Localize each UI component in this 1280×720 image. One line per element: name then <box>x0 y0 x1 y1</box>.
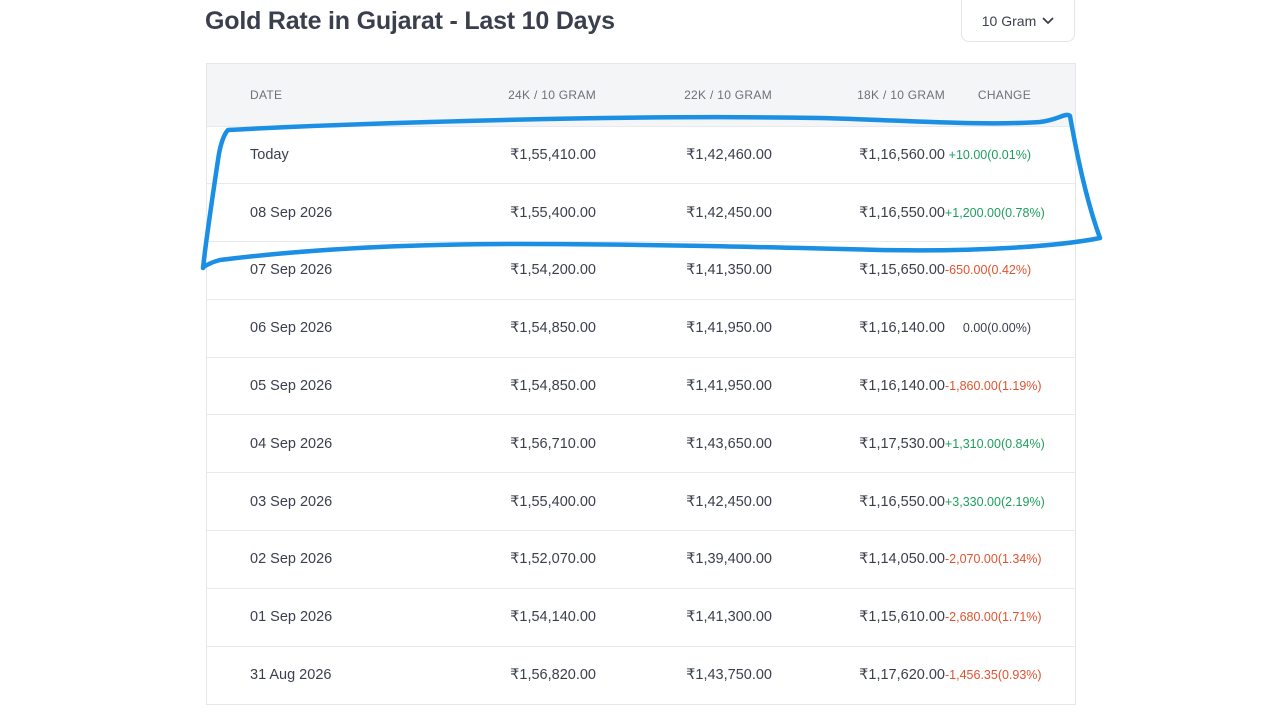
row-22k-price: ₹1,41,950.00 <box>686 320 772 337</box>
row-date: 04 Sep 2026 <box>250 435 333 452</box>
table-row: 02 Sep 2026 ₹1,52,070.00 ₹1,39,400.00 ₹1,14… <box>207 530 1075 589</box>
row-18k-price: ₹1,16,550.00 <box>859 204 945 221</box>
row-date: 01 Sep 2026 <box>250 609 333 626</box>
table-row: 04 Sep 2026 ₹1,56,710.00 ₹1,43,650.00 ₹1,17… <box>207 414 1075 473</box>
row-change: -650.00(0.42%) <box>945 263 1032 278</box>
row-22k-price: ₹1,43,650.00 <box>686 435 772 452</box>
row-24k-price: ₹1,55,410.00 <box>510 146 596 163</box>
row-change: -1,456.35(0.93%) <box>945 668 1042 683</box>
table-row: 03 Sep 2026 ₹1,55,400.00 ₹1,42,450.00 ₹1,16… <box>207 472 1075 531</box>
table-row: 06 Sep 2026 ₹1,54,850.00 ₹1,41,950.00 ₹1,16… <box>207 299 1075 357</box>
row-18k-price: ₹1,16,140.00 <box>859 320 945 337</box>
row-24k-price: ₹1,52,070.00 <box>510 551 596 568</box>
row-24k-price: ₹1,56,710.00 <box>510 435 596 452</box>
table-row: 05 Sep 2026 ₹1,54,850.00 ₹1,41,950.00 ₹1,16… <box>207 357 1075 415</box>
row-22k-price: ₹1,41,950.00 <box>686 378 772 395</box>
row-24k-price: ₹1,55,400.00 <box>510 204 596 221</box>
row-change: -1,860.00(1.19%) <box>945 379 1042 394</box>
header-date: DATE <box>250 87 283 102</box>
page-title: Gold Rate in Gujarat - Last 10 Days <box>205 7 615 35</box>
row-22k-price: ₹1,42,450.00 <box>686 493 772 510</box>
row-18k-price: ₹1,17,620.00 <box>859 667 945 684</box>
row-18k-price: ₹1,14,050.00 <box>859 551 945 568</box>
unit-dropdown-value: 10 Gram <box>981 12 1037 29</box>
row-change: -2,680.00(1.71%) <box>945 610 1042 625</box>
gold-rate-table: DATE 24K / 10 GRAM 22K / 10 GRAM 18K / 1… <box>206 63 1076 705</box>
row-date: 02 Sep 2026 <box>250 551 333 568</box>
row-date: 05 Sep 2026 <box>250 378 333 395</box>
header-18k: 18K / 10 GRAM <box>857 87 945 102</box>
row-22k-price: ₹1,43,750.00 <box>686 667 772 684</box>
header-change: CHANGE <box>977 87 1031 102</box>
row-date: 08 Sep 2026 <box>250 204 333 221</box>
row-18k-price: ₹1,16,550.00 <box>859 493 945 510</box>
chevron-down-icon <box>1042 17 1054 25</box>
row-24k-price: ₹1,55,400.00 <box>510 493 596 510</box>
unit-dropdown[interactable]: 10 Gram <box>961 0 1075 42</box>
table-header-row: DATE 24K / 10 GRAM 22K / 10 GRAM 18K / 1… <box>207 64 1075 126</box>
row-22k-price: ₹1,42,460.00 <box>686 146 772 163</box>
row-change: +1,310.00(0.84%) <box>945 436 1045 451</box>
row-18k-price: ₹1,16,560.00 <box>859 146 945 163</box>
row-date: 07 Sep 2026 <box>250 262 333 279</box>
table-row: 31 Aug 2026 ₹1,56,820.00 ₹1,43,750.00 ₹1,17… <box>207 646 1075 704</box>
row-change: +1,200.00(0.78%) <box>945 205 1045 220</box>
header-22k: 22K / 10 GRAM <box>684 87 772 102</box>
row-22k-price: ₹1,39,400.00 <box>686 551 772 568</box>
row-date: Today <box>250 146 289 163</box>
row-18k-price: ₹1,17,530.00 <box>859 435 945 452</box>
row-22k-price: ₹1,42,450.00 <box>686 204 772 221</box>
row-18k-price: ₹1,15,650.00 <box>859 262 945 279</box>
table-row: 07 Sep 2026 ₹1,54,200.00 ₹1,41,350.00 ₹1,15… <box>207 241 1075 300</box>
row-change: 0.00(0.00%) <box>962 321 1031 336</box>
row-date: 03 Sep 2026 <box>250 493 333 510</box>
table-row: Today ₹1,55,410.00 ₹1,42,460.00 ₹1,16,560.0… <box>207 126 1075 184</box>
row-22k-price: ₹1,41,350.00 <box>686 262 772 279</box>
row-change: +3,330.00(2.19%) <box>945 494 1045 509</box>
table-row: 01 Sep 2026 ₹1,54,140.00 ₹1,41,300.00 ₹1,15… <box>207 588 1075 646</box>
row-18k-price: ₹1,16,140.00 <box>859 378 945 395</box>
header-24k: 24K / 10 GRAM <box>508 87 596 102</box>
row-24k-price: ₹1,54,850.00 <box>510 320 596 337</box>
table-row: 08 Sep 2026 ₹1,55,400.00 ₹1,42,450.00 ₹1,16… <box>207 183 1075 242</box>
row-change: -2,070.00(1.34%) <box>945 552 1042 567</box>
row-24k-price: ₹1,54,140.00 <box>510 609 596 626</box>
row-date: 31 Aug 2026 <box>250 667 332 684</box>
row-18k-price: ₹1,15,610.00 <box>859 609 945 626</box>
row-22k-price: ₹1,41,300.00 <box>686 609 772 626</box>
row-24k-price: ₹1,54,200.00 <box>510 262 596 279</box>
row-date: 06 Sep 2026 <box>250 320 333 337</box>
row-24k-price: ₹1,56,820.00 <box>510 667 596 684</box>
row-change: +10.00(0.01%) <box>948 147 1031 162</box>
row-24k-price: ₹1,54,850.00 <box>510 378 596 395</box>
